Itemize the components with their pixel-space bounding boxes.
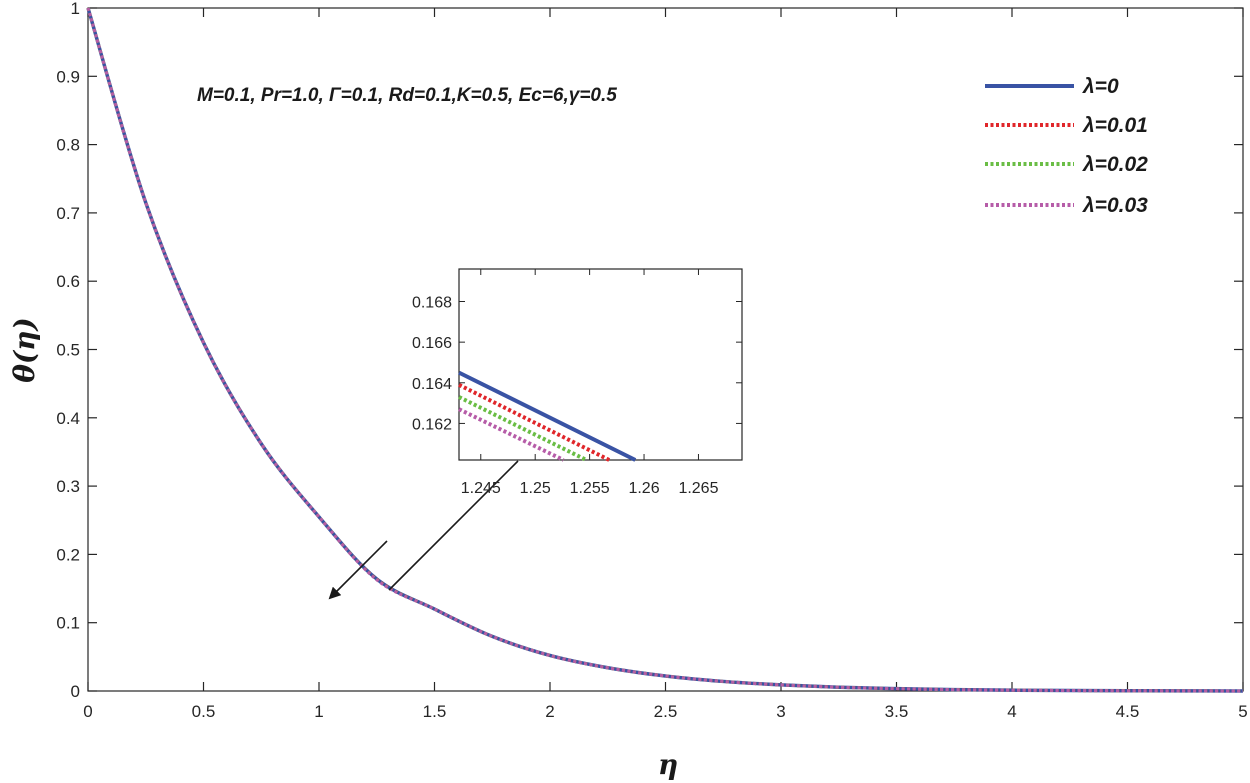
x-tick-label: 1.5 bbox=[423, 702, 447, 721]
inset-series-line-1 bbox=[458, 383, 611, 462]
x-axis-ticks: 0 0.5 1 1.5 2 2.5 3 3.5 4 4.5 5 bbox=[83, 8, 1248, 721]
parameter-annotation: M=0.1, Pr=1.0, Γ=0.1, Rd=0.1,K=0.5, Ec=6… bbox=[197, 85, 617, 106]
inset-y-tick-label: 0.168 bbox=[412, 295, 452, 312]
inset-series-line-3 bbox=[458, 407, 565, 462]
legend: λ=0 λ=0.01 λ=0.02 λ=0.03 bbox=[985, 75, 1148, 217]
x-tick-label: 0 bbox=[83, 702, 92, 721]
x-tick-label: 3 bbox=[776, 702, 785, 721]
inset-x-tick-label: 1.255 bbox=[570, 480, 610, 497]
inset-series-lines bbox=[458, 370, 637, 462]
inset-x-tick-label: 1.25 bbox=[520, 480, 551, 497]
y-tick-label: 0.8 bbox=[56, 136, 80, 155]
y-tick-label: 0.3 bbox=[56, 477, 80, 496]
y-axis-title: θ(η) bbox=[8, 317, 41, 383]
inset-frame bbox=[458, 268, 743, 461]
y-tick-label: 0 bbox=[71, 682, 80, 701]
y-axis-ticks: 0 0.1 0.2 0.3 0.4 0.5 0.6 0.7 0.8 0.9 1 bbox=[56, 0, 1243, 701]
legend-label-lambda-002: λ=0.02 bbox=[1082, 153, 1148, 176]
x-tick-label: 4.5 bbox=[1116, 702, 1140, 721]
legend-label-lambda-003: λ=0.03 bbox=[1082, 194, 1148, 217]
inset-y-tick-label: 0.166 bbox=[412, 335, 452, 352]
x-axis-title: η bbox=[658, 748, 678, 781]
y-tick-label: 0.7 bbox=[56, 204, 80, 223]
x-tick-label: 2 bbox=[545, 702, 554, 721]
inset-pointer-line bbox=[388, 460, 519, 591]
y-tick-label: 0.5 bbox=[56, 341, 80, 360]
x-tick-label: 1 bbox=[314, 702, 323, 721]
y-tick-label: 0.6 bbox=[56, 272, 80, 291]
y-tick-label: 0.1 bbox=[56, 614, 80, 633]
x-tick-label: 3.5 bbox=[885, 702, 909, 721]
y-tick-label: 0.9 bbox=[56, 67, 80, 86]
inset-y-tick-label: 0.162 bbox=[412, 416, 452, 433]
inset-plot: 0.162 0.164 0.166 0.168 1.245 1.25 1.255 1.26 1.… bbox=[412, 268, 743, 497]
inset-series-line-2 bbox=[458, 395, 588, 462]
x-tick-label: 0.5 bbox=[192, 702, 216, 721]
y-tick-label: 0.2 bbox=[56, 545, 80, 564]
x-tick-label: 5 bbox=[1238, 702, 1247, 721]
legend-label-lambda-001: λ=0.01 bbox=[1082, 114, 1148, 137]
inset-x-tick-label: 1.245 bbox=[461, 480, 501, 497]
inset-series-line-0 bbox=[458, 370, 637, 462]
y-tick-label: 1 bbox=[71, 0, 80, 18]
x-tick-label: 4 bbox=[1007, 702, 1016, 721]
inset-y-tick-label: 0.164 bbox=[412, 376, 452, 393]
inset-ticks: 0.162 0.164 0.166 0.168 1.245 1.25 1.255 1.26 1.… bbox=[412, 269, 742, 497]
series-lines bbox=[86, 7, 1244, 693]
series-line-3 bbox=[86, 7, 1244, 693]
trend-arrow bbox=[328, 540, 388, 600]
x-tick-label: 2.5 bbox=[654, 702, 678, 721]
inset-x-tick-label: 1.265 bbox=[678, 480, 718, 497]
inset-x-tick-label: 1.26 bbox=[628, 480, 659, 497]
y-tick-label: 0.4 bbox=[56, 409, 80, 428]
legend-label-lambda-0: λ=0 bbox=[1082, 75, 1119, 98]
